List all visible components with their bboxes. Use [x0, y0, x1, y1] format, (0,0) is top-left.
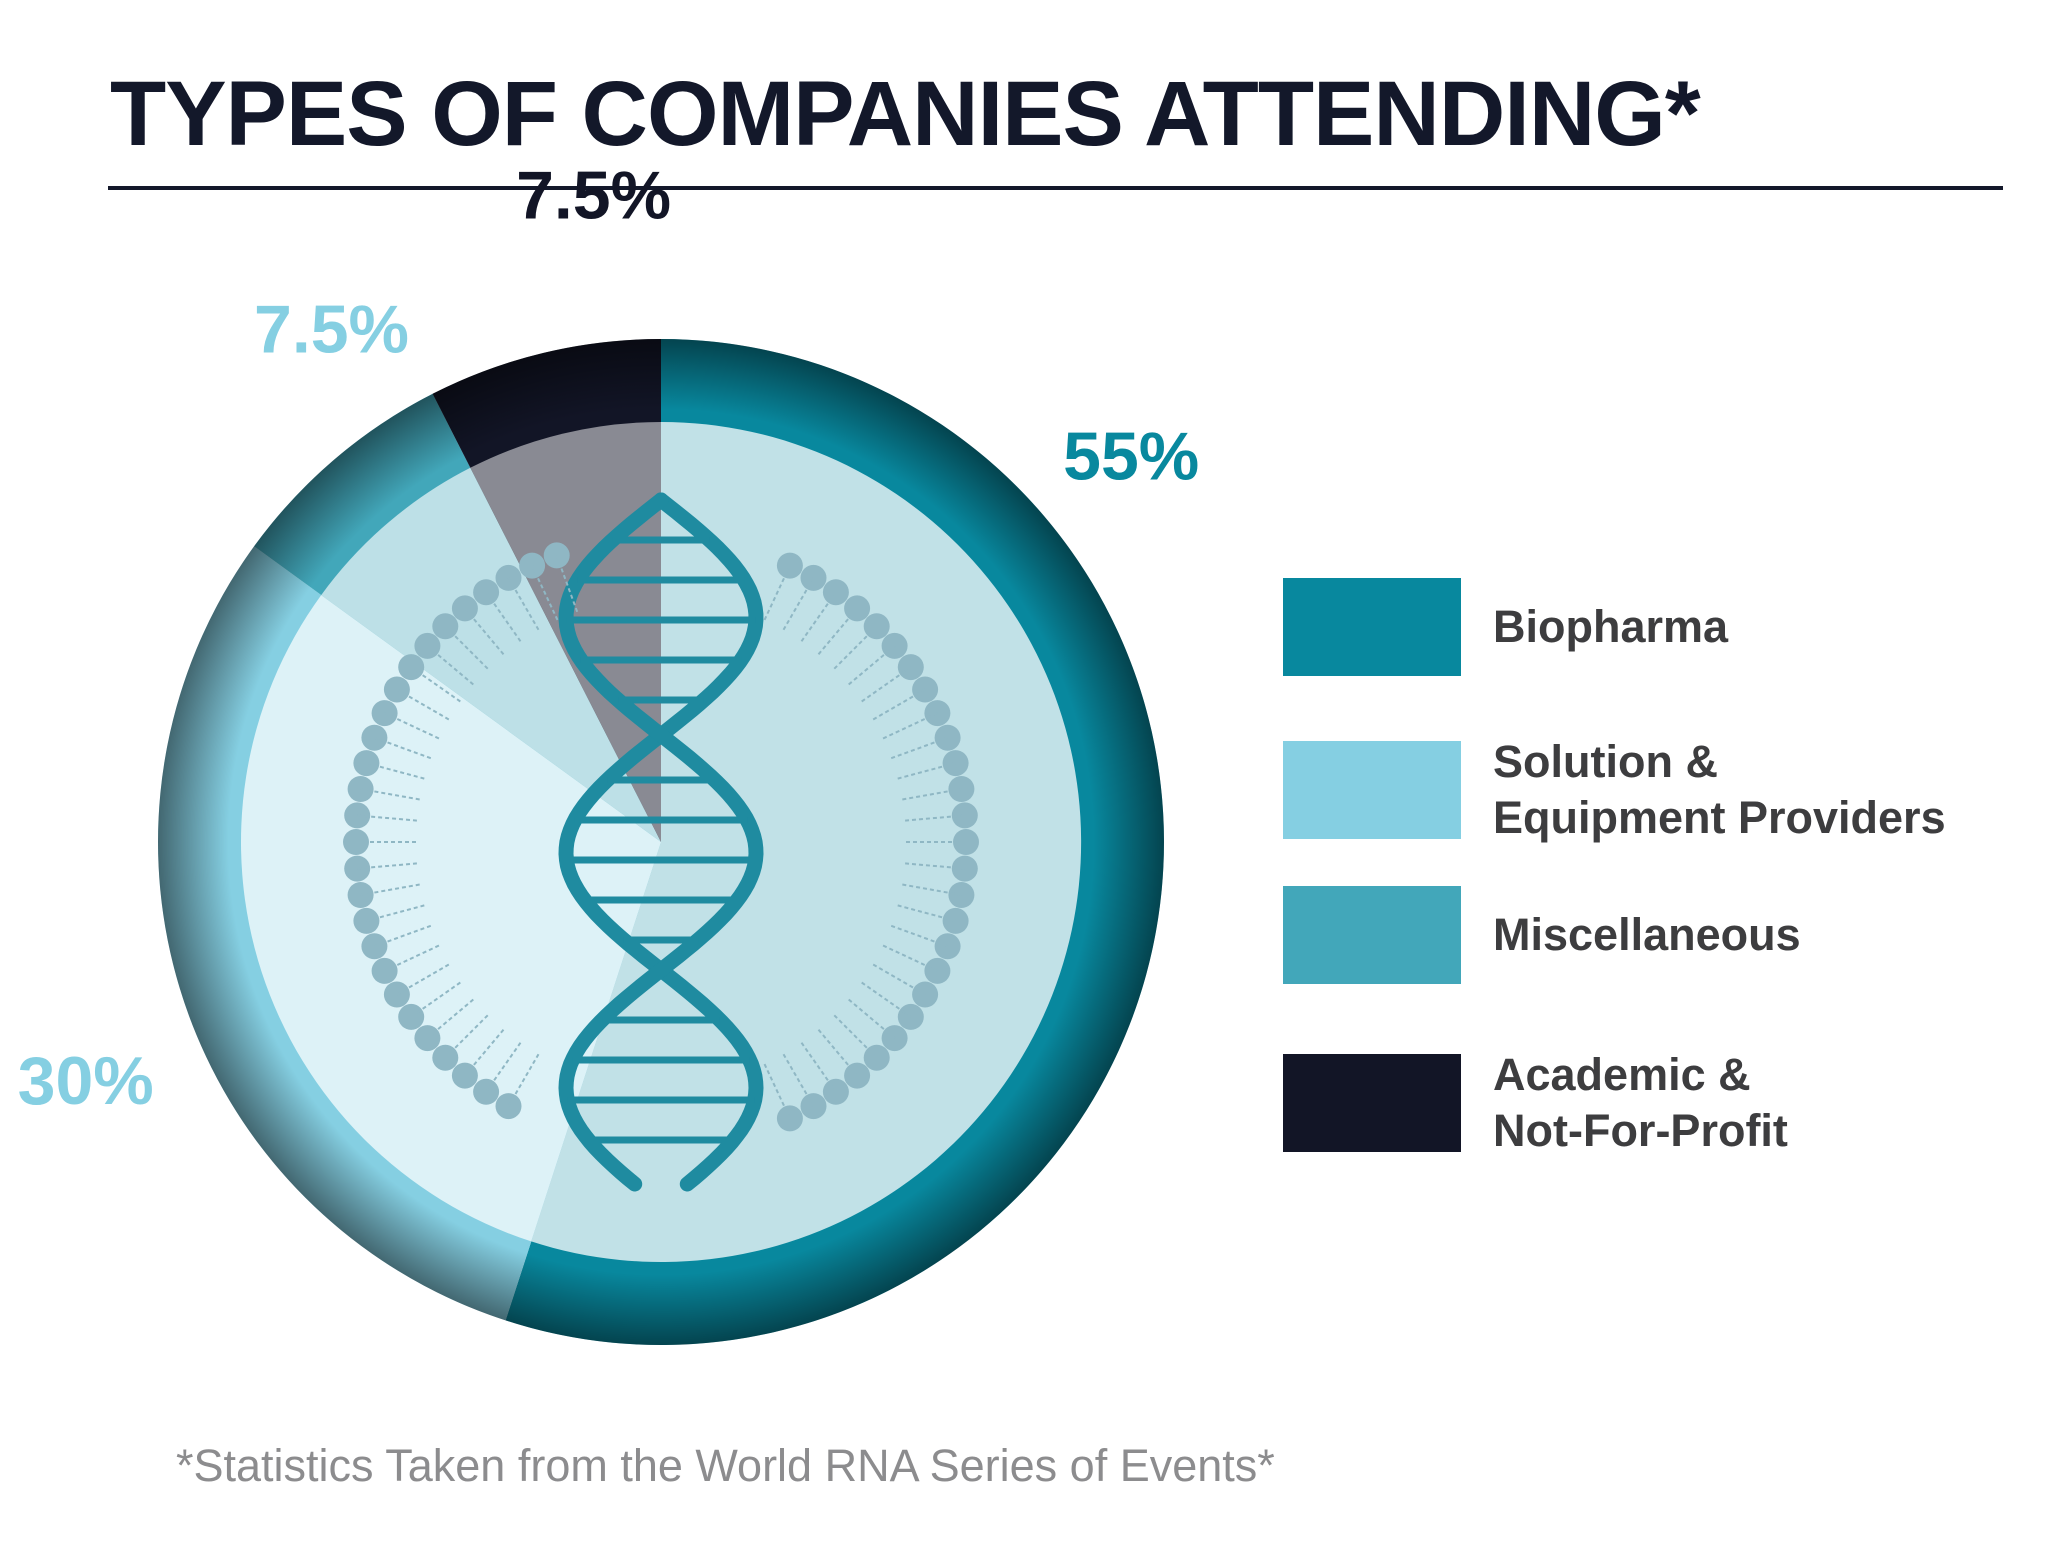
membrane-tail-right: [817, 1029, 858, 1077]
membrane-tail-right: [882, 944, 938, 972]
membrane-tail-right: [872, 963, 926, 996]
legend-item-miscellaneous: Miscellaneous: [1283, 886, 1801, 984]
membrane-tail-right: [817, 607, 858, 655]
legend-swatch-biopharma: [1283, 578, 1461, 676]
membrane-tail-left: [444, 1014, 489, 1059]
pie-inner-solution-equipment-providers: [240, 595, 661, 1242]
membrane-tail-left: [507, 577, 540, 631]
data-label-1: 55%: [1063, 418, 1199, 494]
membrane-tail-left: [410, 666, 461, 703]
membrane-tail-right: [905, 862, 965, 870]
membrane-tail-right: [782, 577, 815, 631]
membrane-tail-left: [410, 981, 461, 1018]
dna-strand-2: [558, 492, 764, 1192]
legend-item-solution: Solution & Equipment Providers: [1283, 734, 1946, 846]
membrane-tail-right: [897, 904, 956, 922]
legend-swatch-solution: [1283, 741, 1461, 839]
legend-swatch-academic: [1283, 1054, 1461, 1152]
membrane-tail-right: [833, 625, 878, 670]
legend-swatch-miscellaneous: [1283, 886, 1461, 984]
membrane-tail-right: [763, 565, 791, 621]
membrane-tail-left: [357, 862, 417, 870]
membrane-tail-left: [366, 904, 425, 922]
page-title: TYPES OF COMPANIES ATTENDING*: [110, 63, 1701, 165]
membrane-tail-right: [833, 1014, 878, 1059]
membrane-tail-left: [426, 645, 474, 686]
membrane-tail-right: [902, 883, 962, 896]
membrane-tail-left: [464, 1029, 505, 1077]
membrane-tail-left: [357, 814, 417, 822]
legend-label-biopharma: Biopharma: [1493, 601, 1729, 652]
membrane-tail-right: [861, 981, 912, 1018]
membrane-tail-left: [555, 555, 579, 613]
footnote: *Statistics Taken from the World RNA Ser…: [176, 1440, 1275, 1491]
pie-inner-miscellaneous: [321, 467, 661, 842]
membrane-tail-left: [360, 883, 420, 896]
membrane-tail-left: [366, 762, 425, 780]
membrane-tail-right: [782, 1053, 815, 1107]
data-label-4: 7.5%: [516, 157, 671, 233]
membrane-tail-right: [872, 688, 926, 721]
membrane-tail-right: [890, 924, 948, 948]
legend-label-academic: Academic & Not-For-Profit: [1493, 1049, 1788, 1156]
membrane-tail-left: [396, 688, 450, 721]
membrane-tail-left: [360, 788, 420, 801]
dna-strand-1: [558, 492, 764, 1192]
legend-label-solution: Solution & Equipment Providers: [1493, 736, 1946, 843]
membrane-tail-right: [861, 666, 912, 703]
membrane-tail-left: [485, 1042, 522, 1093]
membrane-tail-left: [531, 565, 559, 621]
membrane-tail-right: [897, 762, 956, 780]
membrane-tail-left: [507, 1053, 540, 1107]
legend-item-biopharma: Biopharma: [1283, 578, 1728, 676]
membrane-tail-left: [396, 963, 450, 996]
membrane-tail-left: [426, 998, 474, 1039]
membrane-tail-right: [848, 645, 896, 686]
legend-item-academic: Academic & Not-For-Profit: [1283, 1047, 1788, 1159]
pie-inner-biopharma: [531, 421, 1082, 1262]
membrane-tail-right: [902, 788, 962, 801]
membrane-tail-left: [485, 591, 522, 642]
membrane-tail-right: [882, 712, 938, 740]
membrane-tail-left: [374, 924, 432, 948]
membrane-tail-right: [763, 1063, 791, 1119]
membrane-tail-left: [444, 625, 489, 670]
data-label-3: 7.5%: [254, 292, 409, 368]
membrane-tail-right: [800, 1042, 837, 1093]
membrane-tail-left: [384, 712, 440, 740]
membrane-tail-right: [905, 814, 965, 822]
membrane-tail-left: [374, 736, 432, 760]
membrane-tail-right: [800, 591, 837, 642]
legend-label-miscellaneous: Miscellaneous: [1493, 909, 1801, 960]
data-label-2: 30%: [18, 1043, 154, 1119]
membrane-tail-right: [848, 998, 896, 1039]
dna-helix-icon: [343, 492, 979, 1192]
membrane-tail-left: [464, 607, 505, 655]
membrane-tail-right: [890, 736, 948, 760]
membrane-tail-left: [384, 944, 440, 972]
title-divider: [108, 186, 2003, 190]
